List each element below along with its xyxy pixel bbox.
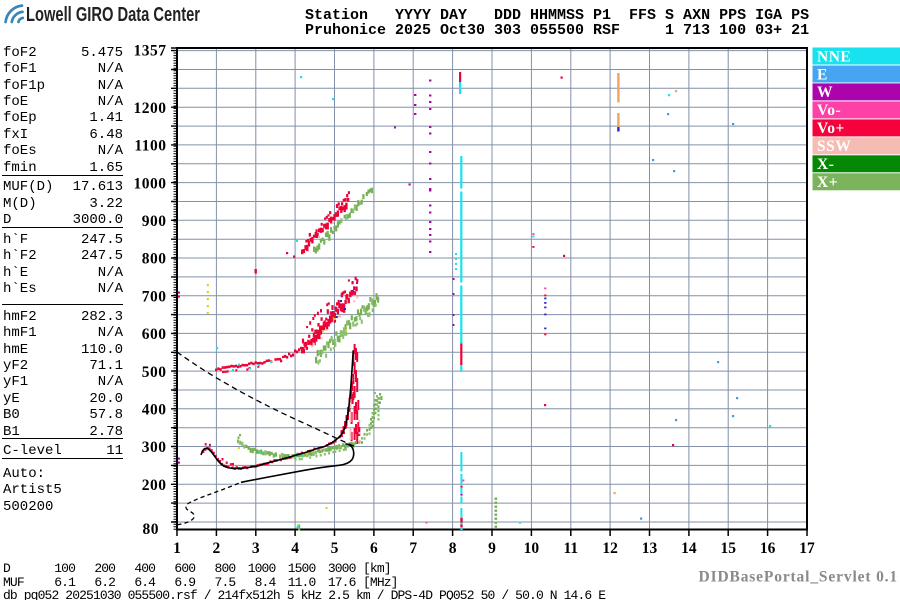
svg-text:2: 2 <box>213 540 221 557</box>
svg-text:1200: 1200 <box>134 100 167 117</box>
svg-text:12: 12 <box>602 540 618 557</box>
svg-text:X+: X+ <box>817 174 838 191</box>
svg-text:3: 3 <box>252 540 260 557</box>
svg-text:600: 600 <box>142 326 167 343</box>
svg-text:700: 700 <box>142 288 167 305</box>
svg-text:W: W <box>817 84 833 101</box>
svg-text:800: 800 <box>142 251 167 268</box>
svg-text:8: 8 <box>449 540 457 557</box>
svg-text:X-: X- <box>817 156 834 173</box>
svg-text:300: 300 <box>142 439 167 456</box>
svg-text:500: 500 <box>142 364 167 381</box>
svg-text:E: E <box>817 66 828 83</box>
svg-text:200: 200 <box>142 477 167 494</box>
svg-text:13: 13 <box>642 540 658 557</box>
svg-text:14: 14 <box>681 540 697 557</box>
svg-text:1000: 1000 <box>134 175 167 192</box>
svg-text:7: 7 <box>409 540 417 557</box>
svg-text:15: 15 <box>720 540 736 557</box>
svg-text:11: 11 <box>563 540 578 557</box>
svg-text:5: 5 <box>331 540 339 557</box>
svg-text:4: 4 <box>291 540 299 557</box>
svg-text:1357: 1357 <box>134 43 167 60</box>
svg-text:1: 1 <box>173 540 181 557</box>
svg-text:SSW: SSW <box>817 138 851 155</box>
svg-text:Vo+: Vo+ <box>817 120 845 137</box>
svg-text:900: 900 <box>142 213 167 230</box>
svg-text:10: 10 <box>524 540 540 557</box>
svg-text:400: 400 <box>142 402 167 419</box>
svg-text:9: 9 <box>488 540 496 557</box>
svg-text:Vo-: Vo- <box>817 102 841 119</box>
svg-text:DIDBasePortal_Servlet 0.1: DIDBasePortal_Servlet 0.1 <box>699 569 898 586</box>
svg-text:80: 80 <box>143 521 160 538</box>
svg-text:17: 17 <box>799 540 815 557</box>
svg-text:6: 6 <box>370 540 378 557</box>
svg-text:1100: 1100 <box>134 138 166 155</box>
svg-text:16: 16 <box>760 540 776 557</box>
svg-text:NNE: NNE <box>817 48 851 65</box>
